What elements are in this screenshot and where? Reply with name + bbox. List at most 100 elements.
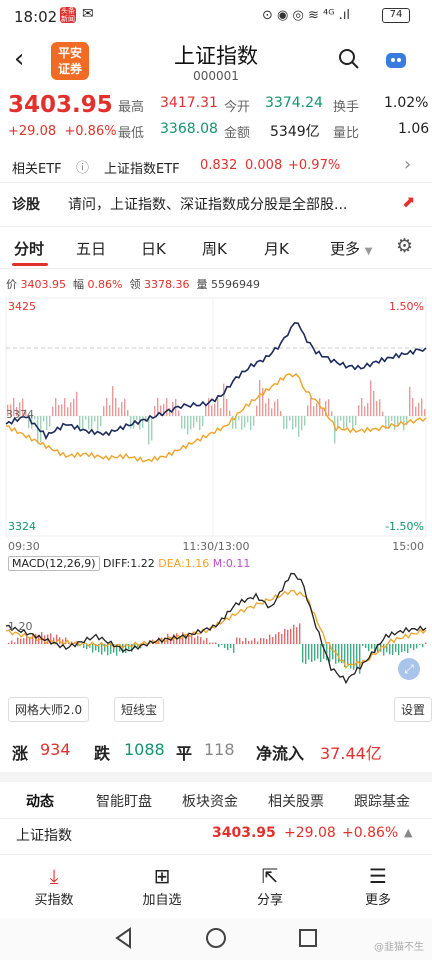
macd-bar <box>110 644 112 654</box>
period-tabs: 分时 五日 日K 周K 月K 更多 ▼ ⚙ <box>0 234 432 266</box>
volume-bar <box>112 386 114 416</box>
macd-bar <box>203 640 205 644</box>
volume-bar <box>205 405 207 416</box>
macd-bar <box>29 637 31 644</box>
tab-more[interactable]: 更多 ▼ <box>330 240 373 258</box>
gear-icon[interactable]: ⚙ <box>396 235 414 257</box>
macd-bar <box>224 644 226 649</box>
volume-bar <box>361 398 363 416</box>
macd-bar <box>11 640 13 644</box>
macd-bar <box>32 633 34 644</box>
macd-bar <box>353 644 355 670</box>
volume-bar <box>340 416 342 421</box>
volume-bar <box>85 416 87 420</box>
volume-bar <box>397 416 399 427</box>
volume-bar <box>115 398 117 416</box>
settings-button[interactable]: 设置 <box>394 697 432 722</box>
macd-bar <box>86 644 88 650</box>
info-icon[interactable]: ⓘ <box>76 161 90 176</box>
buy-index-button[interactable]: ⤓ 买指数 <box>0 855 108 919</box>
macd-bar <box>377 644 379 653</box>
subtab-sector-funds[interactable]: 板块资金 <box>182 794 238 810</box>
index-row[interactable]: 上证指数 3403.95 +29.08 +0.86% ▲ <box>0 821 432 849</box>
tab-weekly-k[interactable]: 周K <box>202 240 227 258</box>
macd-bar <box>284 628 286 644</box>
macd-bar <box>65 637 67 644</box>
macd-bar <box>191 633 193 644</box>
subtab-related-stocks[interactable]: 相关股票 <box>268 794 324 810</box>
macd-selector[interactable]: MACD(12,26,9) <box>8 556 100 571</box>
tab-intraday[interactable]: 分时 <box>14 240 45 258</box>
nav-back-icon[interactable] <box>112 926 136 950</box>
macd-bar <box>215 642 217 644</box>
avg-price-line <box>5 372 427 463</box>
more-button[interactable]: ☰ 更多 <box>324 855 432 919</box>
diagnosis-question: 请问，上证指数、深证指数成分股是全部股... <box>68 197 348 213</box>
macd-bar <box>410 644 412 649</box>
volume-bar <box>283 416 285 429</box>
volume-ratio-label: 量比 <box>333 126 360 141</box>
volume-bar <box>34 416 36 420</box>
share-button[interactable]: ⇱ 分享 <box>216 855 324 919</box>
search-icon[interactable] <box>338 48 360 74</box>
nav-recents-icon[interactable] <box>296 926 320 950</box>
macd-bar <box>383 644 385 656</box>
tab-five-day[interactable]: 五日 <box>76 240 107 258</box>
macd-bar <box>182 632 184 644</box>
expand-icon[interactable] <box>398 658 420 680</box>
macd-bar <box>92 644 94 653</box>
macd-bar <box>119 644 121 652</box>
short-term-button[interactable]: 短线宝 <box>114 697 165 722</box>
volume-bar <box>145 416 147 422</box>
subtab-tracking-funds[interactable]: 跟踪基金 <box>354 794 410 810</box>
macd-bar <box>17 637 19 644</box>
volume-bar <box>157 398 159 416</box>
related-etf-row[interactable]: 相关ETF ⓘ 上证指数ETF 0.832 0.008 +0.97% › <box>0 154 432 180</box>
volume-bar <box>364 406 366 416</box>
index-price: 3403.95 <box>212 825 276 841</box>
volume-bar <box>79 416 81 429</box>
macd-bar <box>77 644 79 647</box>
divider <box>0 268 432 269</box>
macd-bar <box>344 644 346 668</box>
volume-bar <box>310 398 312 416</box>
nav-home-icon[interactable] <box>204 926 228 950</box>
tab-monthly-k[interactable]: 月K <box>264 240 289 258</box>
macd-bar <box>329 644 331 663</box>
chevron-up-icon[interactable]: ▲ <box>404 826 413 839</box>
macd-bar <box>107 644 109 656</box>
high-label: 最高 <box>118 100 145 115</box>
intraday-chart[interactable]: 3425 3374 3324 1.50% -1.50% 09:30 11:30/… <box>0 296 432 691</box>
time-mid: 11:30/13:00 <box>182 540 249 553</box>
macd-bar <box>404 644 406 652</box>
volume-bar <box>277 399 279 416</box>
volume-bar <box>253 416 255 426</box>
volume-bar <box>127 410 129 416</box>
buy-index-icon: ⤓ <box>49 864 59 888</box>
back-icon[interactable]: ‹ <box>14 44 25 74</box>
subtab-news[interactable]: 动态 <box>26 794 54 810</box>
tab-daily-k[interactable]: 日K <box>141 240 166 258</box>
axis-pct-bottom: -1.50% <box>385 520 424 533</box>
assistant-robot-icon[interactable] <box>385 50 407 74</box>
divider <box>0 226 432 227</box>
volume-bar <box>43 416 45 422</box>
macd-bar <box>260 637 262 644</box>
grid-master-button[interactable]: 网格大师2.0 <box>8 697 90 722</box>
subtab-smart-watch[interactable]: 智能盯盘 <box>96 794 152 810</box>
axis-top: 3425 <box>8 300 36 313</box>
macd-bar <box>359 644 361 674</box>
volume-bar <box>259 380 261 416</box>
volume-bar <box>238 416 240 421</box>
macd-bar <box>116 644 118 656</box>
macd-bar <box>389 644 391 655</box>
macd-bar <box>335 644 337 664</box>
diagnosis-row[interactable]: 诊股 请问，上证指数、深证指数成分股是全部股... ⬈ <box>0 186 432 222</box>
macd-bar <box>287 629 289 644</box>
macd-bar <box>62 639 64 644</box>
add-favorite-button[interactable]: ⊞ 加自选 <box>108 855 216 919</box>
macd-bar <box>68 642 70 644</box>
macd-bar <box>257 641 259 644</box>
axis-pct-top: 1.50% <box>389 300 424 313</box>
macd-bar <box>311 644 313 662</box>
